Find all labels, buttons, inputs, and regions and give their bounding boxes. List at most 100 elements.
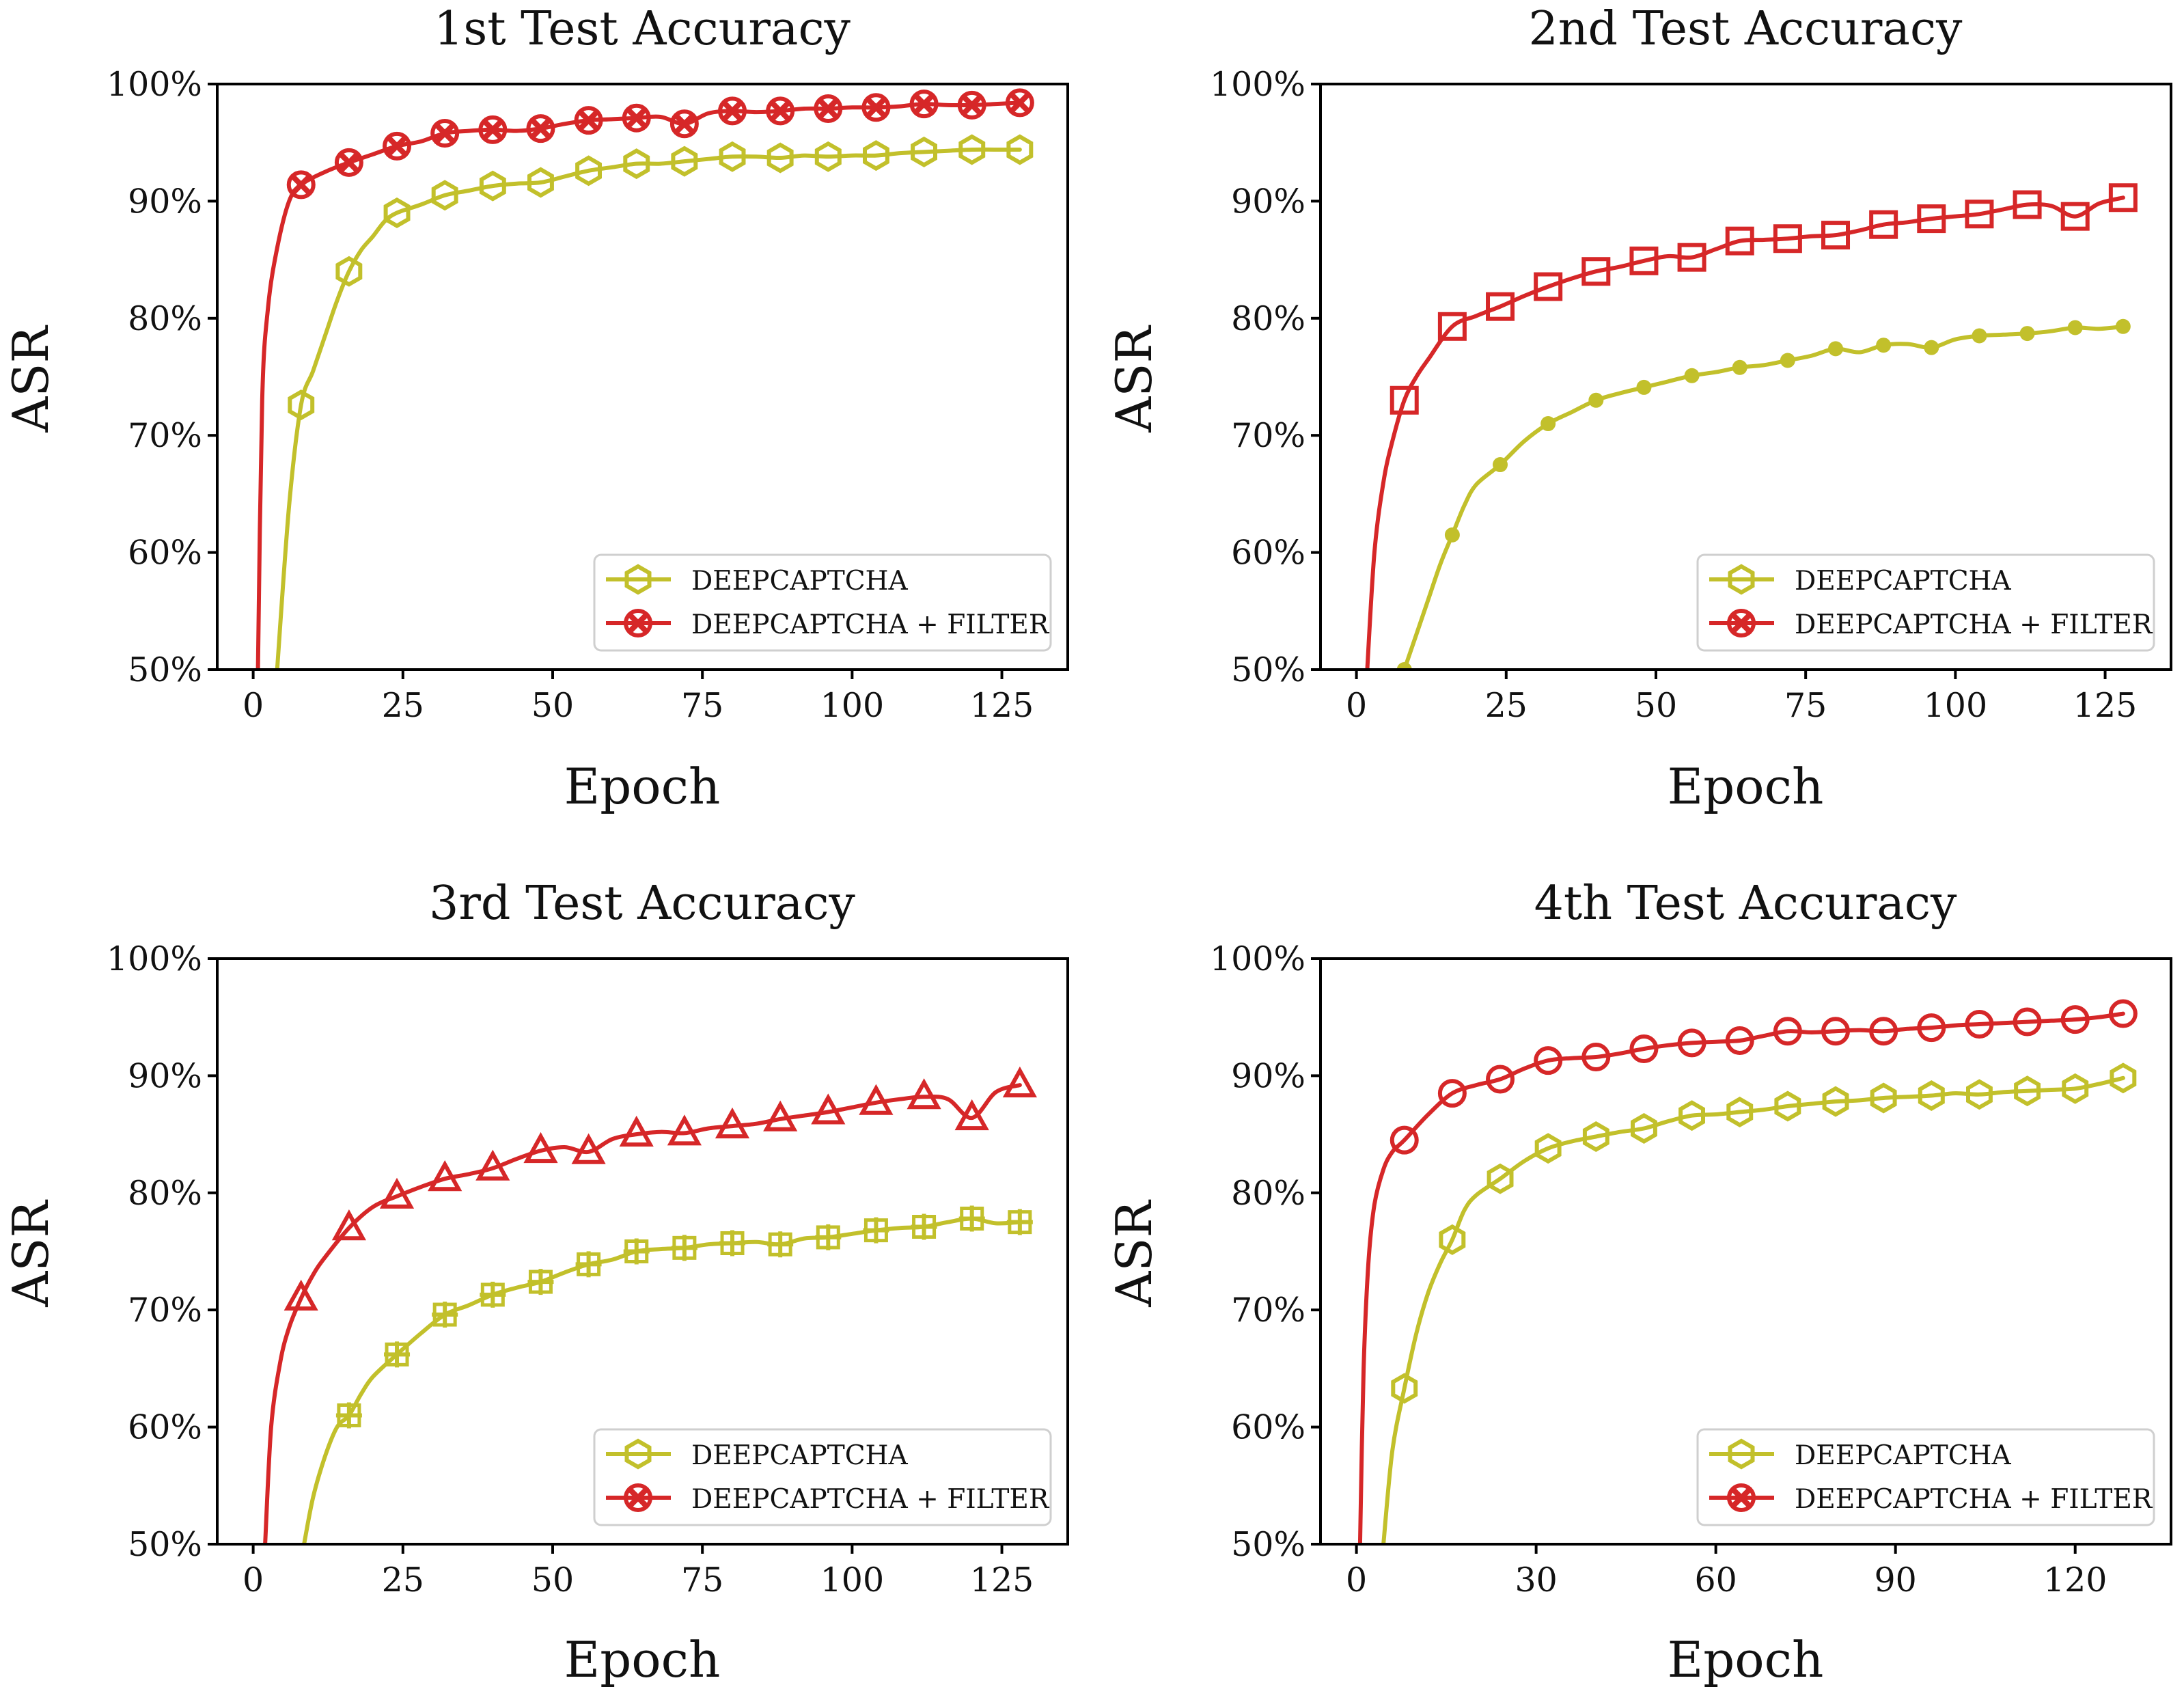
y-tick-label: 100%: [1210, 65, 1305, 104]
series-line-deepcaptcha-filter: [1357, 1011, 2125, 1544]
data-point-marker: [523, 1131, 558, 1164]
legend-symbol-deepcaptcha-filter: [1709, 609, 1774, 637]
plot-area: 0 25 50 75 100 125 50% 60% 70% 80% 90% 100%: [107, 65, 1069, 725]
legend-box: [593, 553, 1052, 652]
x-tick-label: 50: [1635, 686, 1677, 725]
y-tick-label: 100%: [1210, 939, 1305, 978]
plot-area: 0 30 60 90 120 50% 60% 70% 80% 90% 100%: [1210, 939, 2172, 1600]
axes-frame: [1319, 83, 2172, 671]
legend-box: [1696, 1428, 2155, 1526]
data-point-marker: [2110, 1062, 2137, 1094]
y-tick-label: 50%: [1231, 1525, 1305, 1564]
data-point-marker: [475, 1149, 510, 1181]
data-point-marker: [1678, 1100, 1705, 1131]
data-point-marker: [958, 134, 986, 165]
data-point-marker: [2014, 1075, 2041, 1107]
x-tick-label: 60: [1694, 1561, 1737, 1600]
data-point-marker: [1677, 243, 1706, 272]
y-tick-label: 80%: [1231, 1174, 1305, 1213]
data-point-marker: [383, 131, 412, 161]
data-point-marker: [2013, 1007, 2042, 1037]
legend-symbol-deepcaptcha: [1709, 564, 1774, 595]
data-point-marker: [432, 1302, 458, 1328]
data-point-marker: [719, 1230, 746, 1257]
data-point-marker: [1493, 457, 1508, 473]
data-point-marker: [911, 136, 937, 167]
data-point-marker: [911, 1213, 937, 1240]
y-tick-label: 80%: [128, 1174, 202, 1213]
data-point-marker: [334, 148, 363, 177]
x-tick-label: 75: [681, 686, 723, 725]
x-tick-label: 0: [243, 1561, 264, 1600]
data-point-marker: [2019, 326, 2035, 342]
data-point-marker: [863, 140, 889, 171]
panel-title: 3rd Test Accuracy: [429, 877, 855, 931]
plot-area: 0 25 50 75 100 125 50% 60% 70% 80% 90% 100%: [107, 939, 1069, 1600]
data-point-marker: [909, 90, 939, 119]
legend: DEEPCAPTCHA DEEPCAPTCHA + FILTER: [1696, 553, 2155, 652]
legend-label-deepcaptcha-filter: DEEPCAPTCHA + FILTER: [1795, 609, 2153, 640]
panel-title: 4th Test Accuracy: [1534, 877, 1957, 931]
y-axis-label: ASR: [2, 325, 59, 433]
data-point-marker: [954, 1099, 989, 1131]
legend-symbol-deepcaptcha-filter: [1709, 1483, 1774, 1512]
data-point-marker: [2013, 190, 2042, 219]
data-point-marker: [958, 1205, 985, 1232]
y-tick-label: 80%: [1231, 299, 1305, 338]
x-tick-label: 25: [1485, 686, 1528, 725]
legend-marker: [624, 564, 652, 595]
data-point-marker: [669, 109, 699, 139]
data-point-marker: [1002, 1066, 1037, 1098]
y-tick-label: 90%: [1231, 182, 1305, 221]
data-point-marker: [1726, 1097, 1754, 1127]
data-point-marker: [1486, 292, 1515, 321]
data-point-marker: [1725, 1026, 1754, 1055]
x-tick-label: 0: [1346, 1561, 1367, 1600]
panel-2: 2nd Test Accuracy 0 25 50 75 100 125 50% 60% 70%…: [1105, 2, 2172, 815]
legend-box: [593, 1428, 1052, 1526]
data-point-marker: [1487, 1163, 1514, 1194]
data-point-marker: [1486, 1065, 1515, 1094]
data-point-marker: [1780, 353, 1795, 368]
data-point-marker: [1005, 88, 1034, 118]
x-tick-label: 120: [2043, 1561, 2107, 1600]
data-point-marker: [1534, 1046, 1563, 1075]
data-point-marker: [571, 1133, 606, 1164]
data-point-marker: [814, 94, 843, 123]
data-point-marker: [1821, 1017, 1851, 1046]
data-point-marker: [667, 1114, 702, 1146]
data-point-marker: [2062, 1073, 2089, 1104]
data-point-marker: [766, 142, 794, 174]
data-point-marker: [428, 1160, 462, 1192]
y-tick-label: 80%: [128, 299, 202, 338]
data-point-marker: [622, 103, 651, 133]
y-tick-label: 90%: [128, 182, 202, 221]
data-point-marker: [1390, 385, 1419, 415]
series-line-deepcaptcha-filter: [263, 1083, 1022, 1544]
legend-label-deepcaptcha: DEEPCAPTCHA: [1795, 566, 2012, 596]
data-point-marker: [623, 1238, 650, 1265]
panel-4: 4th Test Accuracy 0 30 60 90 120 50% 60% 70% 80%…: [1105, 877, 2172, 1688]
data-point-marker: [331, 1209, 366, 1241]
data-point-marker: [623, 148, 650, 180]
y-tick-label: 50%: [1231, 650, 1305, 689]
panel-title: 2nd Test Accuracy: [1529, 2, 1963, 56]
data-point-marker: [1972, 328, 1987, 344]
data-point-marker: [1629, 1034, 1659, 1063]
data-point-marker: [478, 115, 508, 144]
data-point-marker: [1917, 204, 1946, 234]
legend-marker: [624, 1438, 652, 1470]
data-point-marker: [526, 114, 555, 143]
y-tick-label: 90%: [128, 1056, 202, 1095]
data-point-marker: [2115, 318, 2131, 334]
data-point-marker: [1534, 272, 1563, 301]
data-point-marker: [1725, 226, 1754, 256]
data-point-marker: [1684, 368, 1700, 383]
data-point-marker: [1917, 1013, 1946, 1043]
data-point-marker: [574, 106, 603, 135]
data-point-marker: [815, 1224, 842, 1250]
series-line-deepcaptcha: [1402, 324, 2125, 670]
x-tick-label: 50: [531, 1561, 574, 1600]
x-tick-label: 100: [820, 686, 885, 725]
